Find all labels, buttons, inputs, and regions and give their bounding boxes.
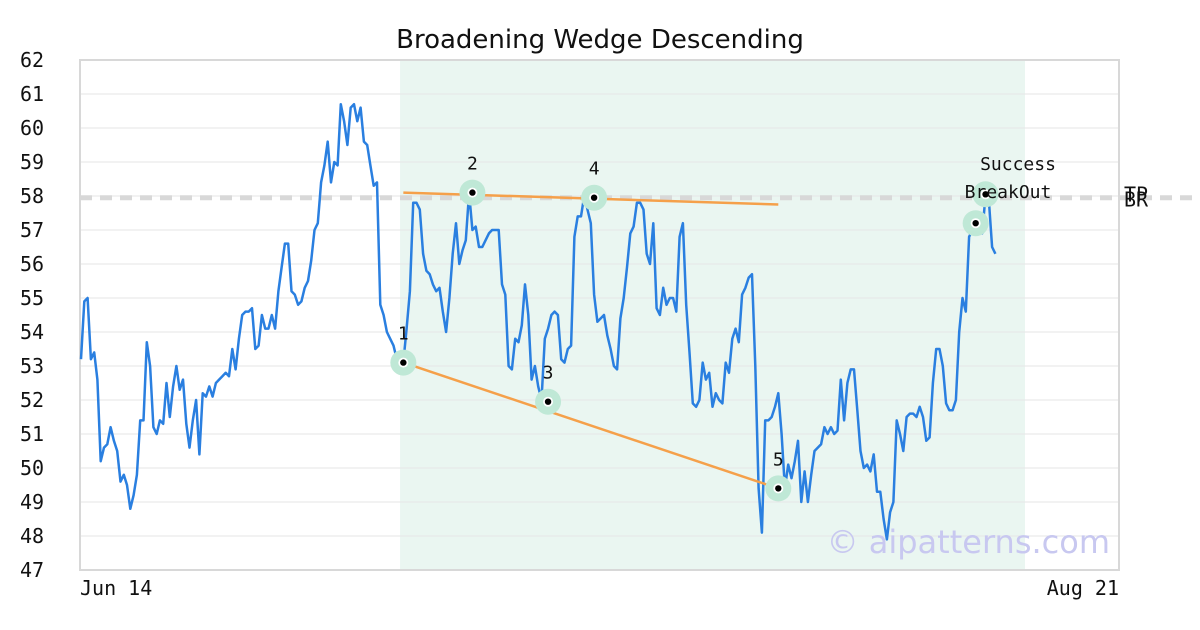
y-tick-label: 57 — [20, 218, 44, 242]
breakout-point-dot — [982, 191, 989, 198]
watermark: © aipatterns.com — [827, 523, 1110, 561]
pattern-point-label: 5 — [773, 449, 784, 470]
pattern-point-label: 4 — [589, 159, 600, 180]
price-series-line — [79, 102, 997, 541]
y-axis-ticks: 47 48 49 50 51 52 53 54 55 56 57 58 59 60 61 62 — [20, 48, 44, 582]
y-tick-label: 61 — [20, 82, 44, 106]
breakout-markers — [962, 181, 999, 237]
y-tick-label: 47 — [20, 558, 44, 582]
success-label: Success — [980, 154, 1056, 175]
y-tick-label: 56 — [20, 252, 44, 276]
pattern-points: 1 2 3 4 5 — [390, 154, 792, 502]
x-tick-label: Jun 14 — [80, 576, 152, 600]
pattern-point-dot — [400, 359, 407, 366]
pattern-point-label: 3 — [543, 363, 554, 384]
plot-border — [79, 59, 1120, 571]
y-tick-label: 60 — [20, 116, 44, 140]
y-tick-label: 53 — [20, 354, 44, 378]
grid — [80, 59, 1119, 571]
y-tick-label: 54 — [20, 320, 44, 344]
pattern-region-shade — [400, 61, 1026, 569]
y-tick-label: 48 — [20, 524, 44, 548]
pattern-point-dot — [544, 398, 552, 405]
y-tick-label: 58 — [20, 184, 44, 208]
pattern-point-label: 2 — [467, 154, 478, 175]
x-tick-label: Aug 21 — [1047, 576, 1119, 600]
y-tick-label: 50 — [20, 456, 44, 480]
pattern-point-dot — [775, 485, 782, 492]
y-tick-label: 55 — [20, 286, 44, 310]
pattern-point-dot — [590, 194, 598, 201]
breakout-label: BreakOut — [965, 182, 1052, 203]
chart-title: Broadening Wedge Descending — [396, 25, 804, 55]
y-tick-label: 49 — [20, 490, 44, 514]
target-label-br: BR — [1124, 188, 1149, 212]
lower-trendline — [402, 361, 779, 490]
target-label-tp: TP — [1124, 183, 1148, 207]
y-tick-label: 52 — [20, 388, 44, 412]
pattern-region — [400, 61, 1026, 569]
y-tick-label: 51 — [20, 422, 44, 446]
breakout-point-dot — [972, 220, 979, 227]
y-tick-label: 59 — [20, 150, 44, 174]
pattern-point-label: 1 — [398, 324, 409, 345]
y-tick-label: 62 — [20, 48, 44, 72]
pattern-point-dot — [469, 189, 476, 196]
x-axis-ticks: Jun 14 Aug 21 — [80, 576, 1119, 600]
